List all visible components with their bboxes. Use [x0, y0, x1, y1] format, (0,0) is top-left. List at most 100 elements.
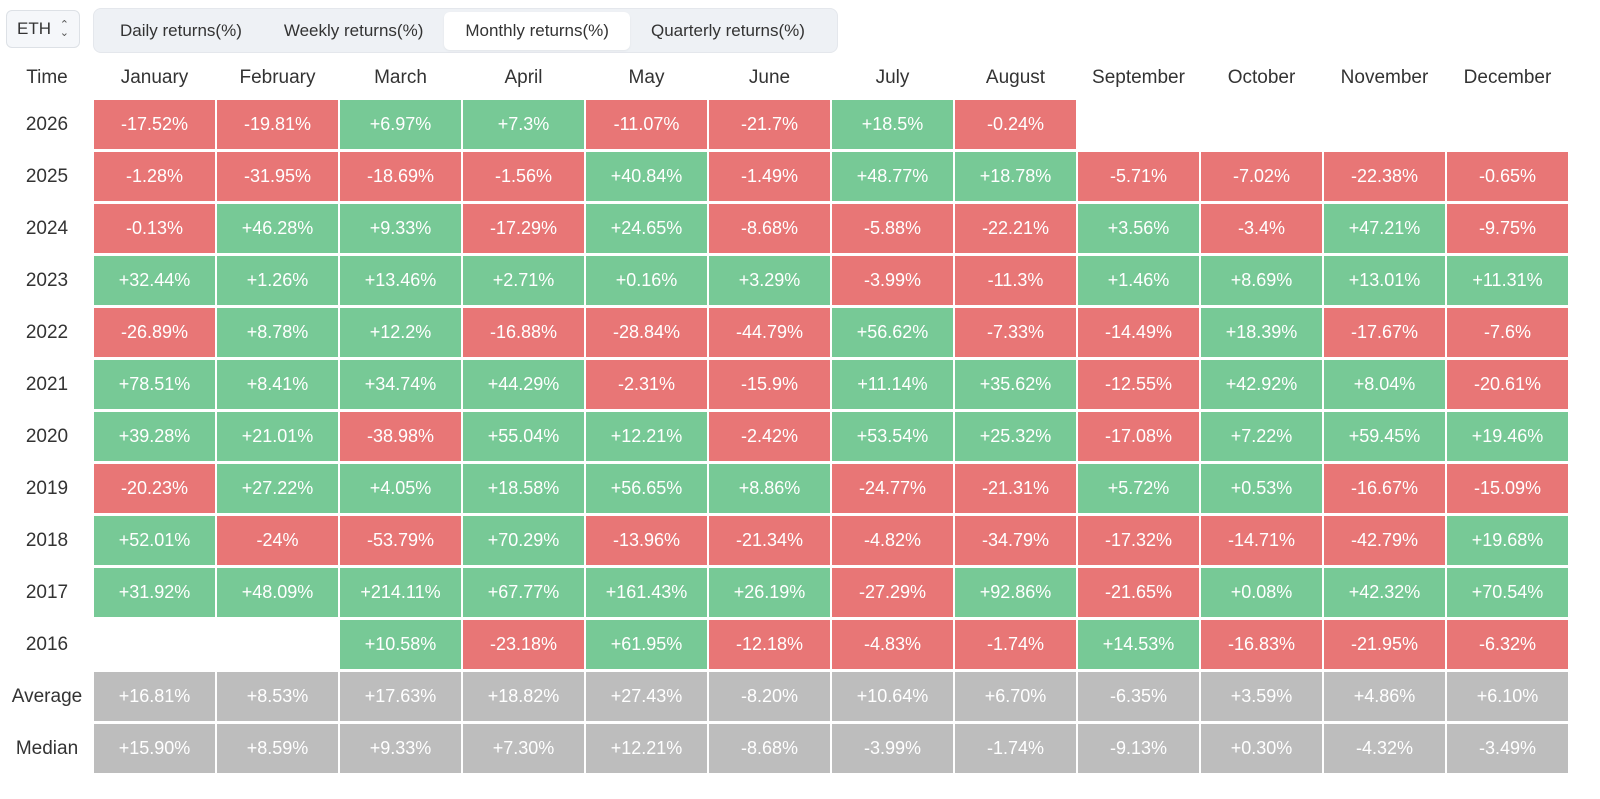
month-header-february: February	[239, 67, 316, 88]
return-cell: -44.79%	[709, 308, 830, 360]
month-header-november: November	[1340, 67, 1429, 88]
return-cell: +1.46%	[1078, 256, 1199, 308]
stat-cell: +18.82%	[463, 672, 584, 724]
return-cell: -4.82%	[832, 516, 953, 568]
stat-cell: +15.90%	[94, 724, 215, 776]
return-cell: +26.19%	[709, 568, 830, 620]
return-cell: -42.79%	[1324, 516, 1445, 568]
return-cell: +10.58%	[340, 620, 461, 672]
month-header-july: July	[875, 67, 910, 88]
return-cell: +8.69%	[1201, 256, 1322, 308]
month-header-september: September	[1092, 67, 1185, 88]
return-cell: +92.86%	[955, 568, 1076, 620]
return-cell: +56.62%	[832, 308, 953, 360]
empty-cell	[217, 620, 338, 672]
tab-quarterly-returns[interactable]: Quarterly returns(%)	[650, 20, 805, 40]
year-row-2025: 2025 -1.28% -31.95% -18.69% -1.56% +40.84% -1.…	[2, 152, 1568, 204]
stat-cell: +16.81%	[94, 672, 215, 724]
return-cell: +27.22%	[217, 464, 338, 516]
year-row-2026: 2026 -17.52% -19.81% +6.97% +7.3% -11.07% -21.…	[2, 100, 1568, 152]
return-cell: +19.68%	[1447, 516, 1568, 568]
return-cell: +48.09%	[217, 568, 338, 620]
year-row-2019: 2019 -20.23% +27.22% +4.05% +18.58% +56.65% +8…	[2, 464, 1568, 516]
return-cell: -11.07%	[586, 100, 707, 152]
return-cell: -5.71%	[1078, 152, 1199, 204]
tab-monthly-returns[interactable]: Monthly returns(%)	[444, 11, 630, 50]
return-cell: -1.28%	[94, 152, 215, 204]
stat-cell: -1.74%	[955, 724, 1076, 776]
return-cell: -3.4%	[1201, 204, 1322, 256]
month-header-april: April	[504, 67, 543, 88]
return-cell: -21.65%	[1078, 568, 1199, 620]
return-cell: +13.01%	[1324, 256, 1445, 308]
return-cell: -17.67%	[1324, 308, 1445, 360]
return-cell: -15.09%	[1447, 464, 1568, 516]
return-cell: -22.21%	[955, 204, 1076, 256]
return-cell: +31.92%	[94, 568, 215, 620]
return-cell: -24%	[217, 516, 338, 568]
return-cell: -0.13%	[94, 204, 215, 256]
return-cell: -2.42%	[709, 412, 830, 464]
return-cell: +8.86%	[709, 464, 830, 516]
return-cell: +0.08%	[1201, 568, 1322, 620]
year-row-2021: 2021 +78.51% +8.41% +34.74% +44.29% -2.31% -15…	[2, 360, 1568, 412]
return-cell: +35.62%	[955, 360, 1076, 412]
return-cell: +5.72%	[1078, 464, 1199, 516]
return-cell: -5.88%	[832, 204, 953, 256]
year-label: 2023	[2, 256, 92, 308]
return-cell: -21.34%	[709, 516, 830, 568]
return-cell: -53.79%	[340, 516, 461, 568]
stat-row-median: Median +15.90% +8.59% +9.33% +7.30% +12.21% -8…	[2, 724, 1568, 776]
return-cell: -11.3%	[955, 256, 1076, 308]
asset-selector[interactable]: ETH ⌃ ⌄	[6, 10, 80, 48]
return-cell: +59.45%	[1324, 412, 1445, 464]
return-cell: -3.99%	[832, 256, 953, 308]
return-cell: -17.32%	[1078, 516, 1199, 568]
empty-cell	[1447, 100, 1568, 152]
chevron-up-down-icon: ⌃ ⌄	[59, 19, 69, 39]
stat-cell: +7.30%	[463, 724, 584, 776]
stat-cell: -6.35%	[1078, 672, 1199, 724]
year-label: 2022	[2, 308, 92, 360]
return-cell: +6.97%	[340, 100, 461, 152]
tab-daily-returns[interactable]: Daily returns(%)	[120, 20, 242, 40]
return-cell: -8.68%	[709, 204, 830, 256]
return-cell: +8.41%	[217, 360, 338, 412]
return-cell: -34.79%	[955, 516, 1076, 568]
return-cell: +18.5%	[832, 100, 953, 152]
return-cell: -17.08%	[1078, 412, 1199, 464]
return-cell: +214.11%	[340, 568, 461, 620]
stat-cell: +6.70%	[955, 672, 1076, 724]
stat-cell: +8.53%	[217, 672, 338, 724]
stat-cell: +3.59%	[1201, 672, 1322, 724]
return-cell: +161.43%	[586, 568, 707, 620]
empty-cell	[94, 620, 215, 672]
tab-weekly-returns[interactable]: Weekly returns(%)	[283, 20, 424, 40]
return-cell: -17.29%	[463, 204, 584, 256]
return-cell: +11.14%	[832, 360, 953, 412]
return-cell: -16.88%	[463, 308, 584, 360]
return-cell: +70.29%	[463, 516, 584, 568]
month-header-march: March	[374, 67, 427, 88]
empty-cell	[1324, 100, 1445, 152]
return-cell: -16.67%	[1324, 464, 1445, 516]
monthly-returns-table: Time January February March April May June Jul…	[0, 56, 1570, 776]
year-row-2017: 2017 +31.92% +48.09% +214.11% +67.77% +161.43…	[2, 568, 1568, 620]
return-cell: +34.74%	[340, 360, 461, 412]
asset-selector-value: ETH	[17, 19, 51, 38]
return-cell: +42.32%	[1324, 568, 1445, 620]
return-cell: -20.61%	[1447, 360, 1568, 412]
return-cell: -9.75%	[1447, 204, 1568, 256]
stat-cell: -3.49%	[1447, 724, 1568, 776]
return-cell: -4.83%	[832, 620, 953, 672]
return-cell: -22.38%	[1324, 152, 1445, 204]
return-cell: -0.24%	[955, 100, 1076, 152]
return-cell: +14.53%	[1078, 620, 1199, 672]
return-cell: +46.28%	[217, 204, 338, 256]
return-cell: +52.01%	[94, 516, 215, 568]
return-cell: +3.56%	[1078, 204, 1199, 256]
return-cell: +25.32%	[955, 412, 1076, 464]
return-cell: +12.21%	[586, 412, 707, 464]
return-cell: +12.2%	[340, 308, 461, 360]
year-row-2016: 2016 +10.58% -23.18% +61.95% -12.18% -4.83% -1…	[2, 620, 1568, 672]
